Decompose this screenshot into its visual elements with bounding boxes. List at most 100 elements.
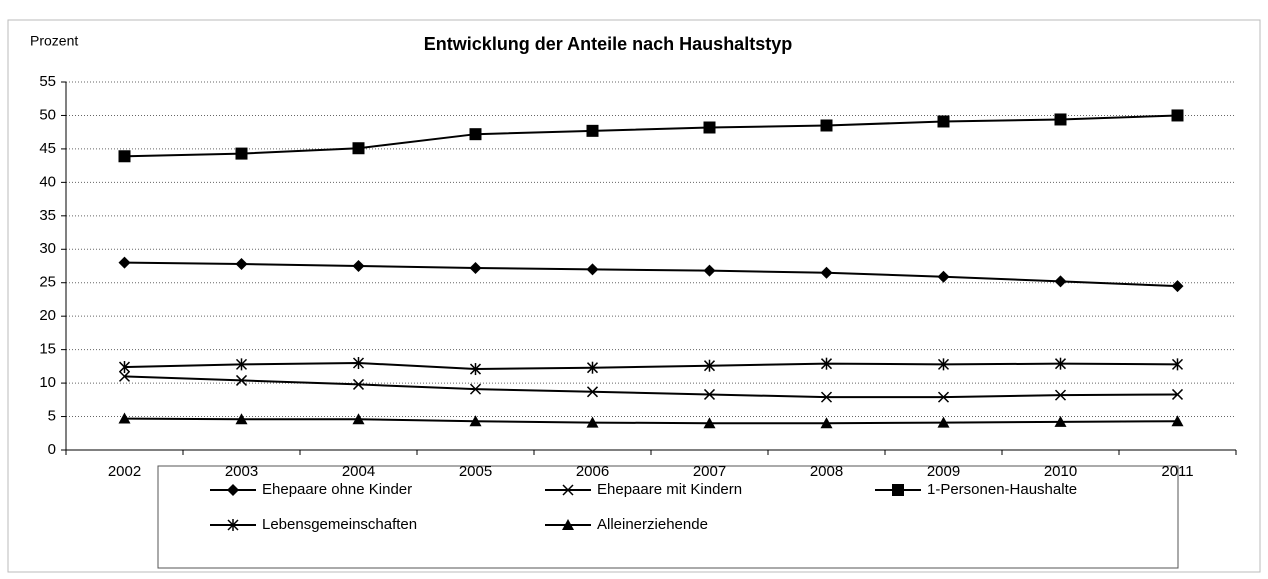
marker <box>118 412 131 424</box>
marker-part <box>235 413 248 425</box>
marker-part <box>562 484 574 496</box>
marker-part <box>469 128 482 141</box>
marker <box>703 388 716 400</box>
marker <box>937 358 950 371</box>
x-tick-label: 2004 <box>342 463 375 480</box>
legend-label: Lebensgemeinschaften <box>262 516 417 533</box>
marker <box>820 391 833 403</box>
legend-label: Ehepaare ohne Kinder <box>262 481 412 498</box>
marker-part <box>118 412 131 424</box>
marker <box>820 417 833 429</box>
y-tick-label: 10 <box>39 374 56 391</box>
marker <box>235 358 248 371</box>
marker <box>235 413 248 425</box>
marker-part <box>586 386 599 398</box>
marker <box>352 260 365 272</box>
legend-label: 1-Personen-Haushalte <box>927 481 1077 498</box>
marker <box>1171 415 1184 427</box>
marker <box>235 147 248 160</box>
y-tick-label: 35 <box>39 207 56 224</box>
marker-part <box>703 264 716 277</box>
marker-part <box>1054 389 1067 401</box>
marker <box>118 150 131 163</box>
marker <box>703 359 716 372</box>
legend-label: Ehepaare mit Kindern <box>597 481 742 498</box>
marker-part <box>820 266 833 279</box>
marker <box>469 383 482 395</box>
marker-part <box>703 388 716 400</box>
marker <box>586 416 599 428</box>
marker-part <box>1171 109 1184 122</box>
marker <box>586 124 599 137</box>
marker-part <box>820 391 833 403</box>
marker <box>235 374 248 386</box>
series-line <box>124 417 1178 425</box>
marker <box>1054 415 1067 427</box>
marker <box>118 361 131 374</box>
x-tick-label: 2002 <box>108 463 141 480</box>
marker-part <box>1054 415 1067 427</box>
y-tick-label: 45 <box>39 140 56 157</box>
marker-part <box>1054 113 1067 126</box>
legend-label: Alleinerziehende <box>597 516 708 533</box>
marker <box>227 519 239 531</box>
y-tick-label: 25 <box>39 274 56 291</box>
marker-part <box>469 262 482 275</box>
x-tick-label: 2003 <box>225 463 258 480</box>
marker <box>937 115 950 128</box>
marker-part <box>352 378 365 390</box>
marker <box>586 361 599 374</box>
marker <box>937 391 950 403</box>
marker-part <box>892 484 904 496</box>
marker-part <box>703 417 716 429</box>
y-tick-label: 15 <box>39 341 56 358</box>
series-line <box>124 362 1178 371</box>
marker <box>820 266 833 279</box>
marker <box>937 270 950 283</box>
marker-part <box>820 417 833 429</box>
marker-part <box>227 484 239 496</box>
marker-part <box>118 256 131 269</box>
legend-box <box>157 465 1179 569</box>
marker <box>1171 388 1184 400</box>
marker <box>1171 358 1184 371</box>
marker <box>469 363 482 376</box>
marker <box>586 263 599 276</box>
marker <box>469 415 482 427</box>
marker <box>352 142 365 155</box>
marker <box>703 417 716 429</box>
marker-part <box>235 147 248 160</box>
marker-part <box>352 142 365 155</box>
marker-part <box>1171 388 1184 400</box>
marker <box>118 370 131 382</box>
marker <box>586 386 599 398</box>
marker <box>562 484 574 496</box>
marker <box>118 256 131 269</box>
marker-part <box>937 115 950 128</box>
marker-part <box>352 413 365 425</box>
marker-part <box>586 416 599 428</box>
marker <box>1171 280 1184 293</box>
marker <box>352 378 365 390</box>
y-tick-label: 55 <box>39 73 56 90</box>
series-line <box>124 261 1178 288</box>
marker-part <box>1171 280 1184 293</box>
marker-part <box>352 260 365 272</box>
y-axis-label: Prozent <box>30 33 78 49</box>
marker <box>352 357 365 370</box>
x-tick-label: 2008 <box>810 463 843 480</box>
marker <box>937 416 950 428</box>
marker-part <box>820 119 833 132</box>
marker <box>352 413 365 425</box>
marker <box>820 357 833 370</box>
marker <box>1171 109 1184 122</box>
x-tick-label: 2010 <box>1044 463 1077 480</box>
marker-part <box>937 270 950 283</box>
marker-part <box>703 121 716 134</box>
marker-part <box>1054 275 1067 288</box>
y-tick-label: 30 <box>39 240 56 257</box>
marker <box>703 121 716 134</box>
marker-part <box>469 383 482 395</box>
chart-border <box>7 19 1261 573</box>
